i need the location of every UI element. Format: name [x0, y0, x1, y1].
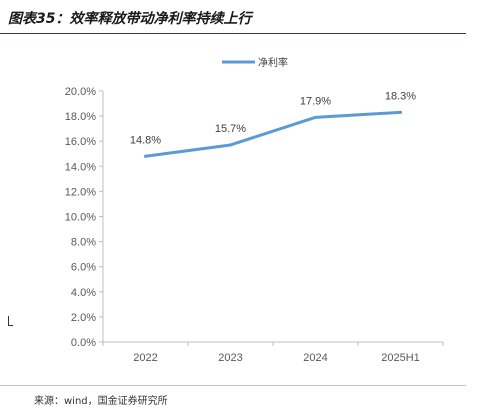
figure-title: 图表35：效率释放带动净利率持续上行 [8, 11, 252, 27]
y-tick-label: 0.0% [71, 337, 96, 349]
data-label: 15.7% [215, 123, 246, 135]
x-axis: 2022 2023 2024 2025H1 [102, 341, 444, 364]
y-tick-label: 2.0% [71, 312, 96, 324]
y-tick-label: 6.0% [71, 262, 96, 274]
data-label: 17.9% [300, 95, 331, 107]
y-tick-label: 4.0% [71, 287, 96, 299]
x-tick-label: 2025H1 [381, 352, 420, 364]
series-line [144, 110, 402, 158]
x-tick-label: 2024 [303, 352, 327, 364]
data-point [229, 143, 232, 147]
series-net-margin: 14.8% 15.7% 17.9% 18.3% [130, 90, 416, 158]
y-tick-label: 10.0% [65, 212, 96, 224]
edge-mark [8, 316, 9, 326]
y-tick-label: 12.0% [65, 186, 96, 198]
y-tick-label: 14.0% [65, 161, 96, 173]
y-tick-label: 16.0% [65, 136, 96, 148]
edge-mark-foot [8, 325, 13, 326]
legend: 净利率 [222, 56, 288, 69]
y-tick-label: 20.0% [65, 86, 96, 98]
x-tick-label: 2023 [218, 352, 242, 364]
data-label: 18.3% [385, 90, 416, 102]
y-axis: 0.0% 2.0% 4.0% 6.0% 8.0% 10.0% 12.0% 14.0% 16.0%… [65, 86, 104, 349]
data-point [314, 115, 317, 119]
y-tick-label: 8.0% [71, 237, 96, 249]
x-tick-label: 2022 [133, 352, 157, 364]
title-underline [0, 33, 466, 34]
data-label: 14.8% [130, 134, 161, 146]
footer-rule [0, 385, 466, 386]
source-note: 来源：wind，国金证券研究所 [34, 396, 168, 407]
legend-label: 净利率 [258, 56, 288, 69]
y-tick-label: 18.0% [65, 111, 96, 123]
data-point [399, 110, 402, 114]
data-point [144, 154, 147, 158]
